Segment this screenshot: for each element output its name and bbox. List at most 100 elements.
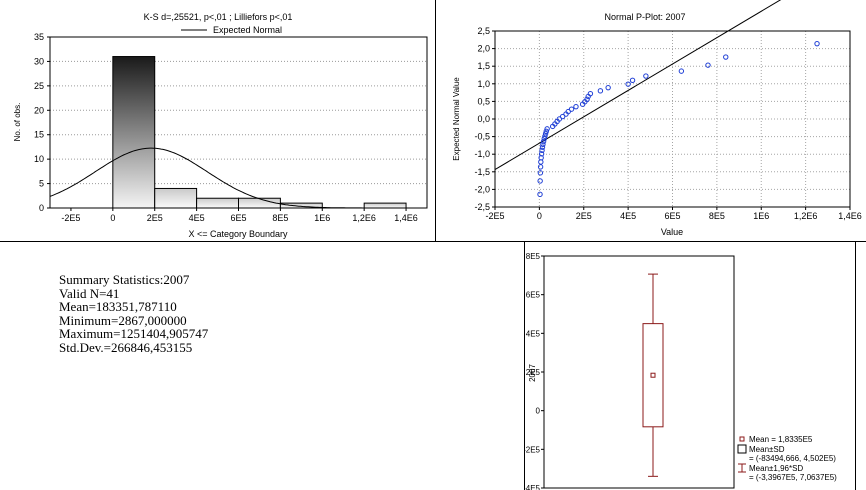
histogram-y-tick-label: 25 <box>34 81 44 91</box>
histogram-y-tick-label: 20 <box>34 105 44 115</box>
ci-legend-whisker <box>738 463 746 473</box>
pplot-x-tick-label: 1,4E6 <box>838 211 862 221</box>
pplot-point <box>539 147 545 154</box>
pplot-y-tick-label: -2,0 <box>474 184 490 194</box>
boxplot-y-tick-label: -2E5 <box>525 445 541 454</box>
pplot-y-tick-label: 1,0 <box>477 79 490 89</box>
pplot-y-label: Expected Normal Value <box>452 77 461 161</box>
pplot-panel: Normal P-Plot: 2007 -2,5 -2,0 -1,5 -1,0 -0,5… <box>436 0 866 241</box>
histogram-x-tick-label: 6E5 <box>230 213 246 223</box>
pplot-point <box>542 133 548 139</box>
histogram-x-tick-label: 8E5 <box>272 213 288 223</box>
pplot-point <box>537 164 544 170</box>
pplot-point <box>542 131 549 137</box>
pplot-point <box>573 103 579 110</box>
summary-mean: Mean=183351,787110 <box>59 299 177 314</box>
histogram-x-tick-label: -2E5 <box>61 213 80 223</box>
legend-sd-range: = (-83494,666, 4,502E5) <box>749 454 836 463</box>
mean-legend-marker <box>739 436 745 442</box>
histogram-bar <box>196 197 240 209</box>
boxplot-y-tick-label: 4E5 <box>526 329 541 338</box>
pplot-point <box>568 106 575 112</box>
summary-std-dev: Std.Dev.=266846,453155 <box>59 339 193 355</box>
vertical-divider-bottom <box>524 241 525 490</box>
histogram-y-tick-label: 35 <box>34 32 44 42</box>
pplot-x-tick-label: 1E6 <box>753 211 769 221</box>
pplot-point <box>605 84 611 91</box>
pplot-reference-line <box>494 0 782 170</box>
histogram-x-tick-label: 1,4E6 <box>394 213 418 223</box>
summary-statistics: Summary Statistics:2007 Valid N=41 Mean=… <box>59 273 208 354</box>
horizontal-divider <box>0 241 866 242</box>
boxplot-y-tick-label: 6E5 <box>526 291 541 300</box>
histogram-x-tick-label: 2E5 <box>147 213 163 223</box>
boxplot-y-tick-label: 2E5 <box>526 368 541 377</box>
pplot-x-tick-label: 1,2E6 <box>794 211 818 221</box>
pplot-y-tick-label: 1,5 <box>477 61 490 71</box>
histogram-bar <box>112 56 156 209</box>
boxplot-mean-marker <box>650 372 656 378</box>
histogram-x-tick-label: 1,2E6 <box>352 213 376 223</box>
boxplot-y-tick-label: 8E5 <box>526 252 541 261</box>
boxplot-panel: -4E5 -2E5 0 2E5 4E5 6E5 8E5 2007 Mean = 1,8335… <box>525 242 855 490</box>
vertical-divider-top <box>435 0 436 241</box>
pplot-point <box>625 81 631 87</box>
pplot-x-tick-label: 2E5 <box>576 211 592 221</box>
pplot-point <box>539 144 546 150</box>
summary-maximum: Maximum=1251404,905747 <box>59 326 209 341</box>
boxplot-plot-frame <box>543 255 735 489</box>
pplot-x-tick-label: -2E5 <box>485 211 504 221</box>
summary-valid-n: Valid N=41 <box>59 285 120 301</box>
pplot-point <box>544 126 550 132</box>
histogram-bar <box>363 202 407 209</box>
normal-pplot-chart: Normal P-Plot: 2007 -2,5 -2,0 -1,5 -1,0 -0,5… <box>452 0 862 237</box>
pplot-point <box>587 90 594 97</box>
pplot-y-tick-label: -1,0 <box>474 149 490 159</box>
pplot-point <box>540 141 546 148</box>
pplot-point <box>537 191 543 198</box>
pplot-point <box>556 116 563 122</box>
histogram-y-tick-label: 5 <box>39 179 44 189</box>
pplot-y-tick-label: 2,0 <box>477 44 490 54</box>
summary-title: Summary Statistics:2007 <box>59 272 190 287</box>
pplot-point <box>705 62 711 68</box>
pplot-point <box>678 68 685 74</box>
histogram-title: K-S d=,25521, p<,01 ; Lilliefors p<,01 <box>144 12 293 22</box>
pplot-point <box>643 73 649 79</box>
pplot-y-tick-label: 0,5 <box>477 96 490 106</box>
pplot-point <box>565 108 571 115</box>
pplot-point <box>540 138 547 145</box>
pplot-point <box>814 40 820 47</box>
pplot-y-tick-label: -1,5 <box>474 167 490 177</box>
boxplot-y-tick-label: -4E5 <box>525 484 541 490</box>
histogram-panel: K-S d=,25521, p<,01 ; Lilliefors p<,01 E… <box>0 0 435 241</box>
histogram-chart: K-S d=,25521, p<,01 ; Lilliefors p<,01 E… <box>13 12 428 239</box>
legend-ci-label: Mean±1,96*SD <box>749 464 803 473</box>
pplot-y-tick-label: 0,0 <box>477 114 490 124</box>
histogram-y-tick-label: 10 <box>34 154 44 164</box>
histogram-y-label: No. of obs. <box>13 103 22 142</box>
histogram-y-tick-label: 15 <box>34 130 44 140</box>
boxplot-y-tick-label: 0 <box>536 407 541 416</box>
pplot-point <box>538 159 544 165</box>
legend-ci-range: = (-3,3967E5, 7,0637E5) <box>749 473 837 482</box>
summary-minimum: Minimum=2867,000000 <box>59 312 187 328</box>
pplot-title: Normal P-Plot: 2007 <box>604 12 685 22</box>
legend-sd-label: Mean±SD <box>749 445 785 454</box>
pplot-point <box>597 88 604 94</box>
histogram-x-label: X <= Category Boundary <box>188 229 288 239</box>
pplot-point <box>541 136 547 142</box>
legend-mean-label: Mean = 1,8335E5 <box>749 435 813 444</box>
histogram-x-tick-label: 0 <box>110 213 115 223</box>
pplot-x-tick-label: 8E5 <box>709 211 725 221</box>
pplot-x-tick-label: 6E5 <box>664 211 680 221</box>
pplot-point <box>584 96 590 102</box>
pplot-x-tick-label: 4E5 <box>620 211 636 221</box>
pplot-y-tick-label: 2,5 <box>477 26 490 36</box>
pplot-point <box>543 128 549 135</box>
pplot-x-label: Value <box>661 227 683 237</box>
boxplot-chart: -4E5 -2E5 0 2E5 4E5 6E5 8E5 2007 Mean = 1,8335… <box>525 252 837 490</box>
histogram-y-tick-label: 30 <box>34 56 44 66</box>
histogram-x-tick-label: 1E6 <box>314 213 330 223</box>
pplot-point <box>538 151 545 157</box>
